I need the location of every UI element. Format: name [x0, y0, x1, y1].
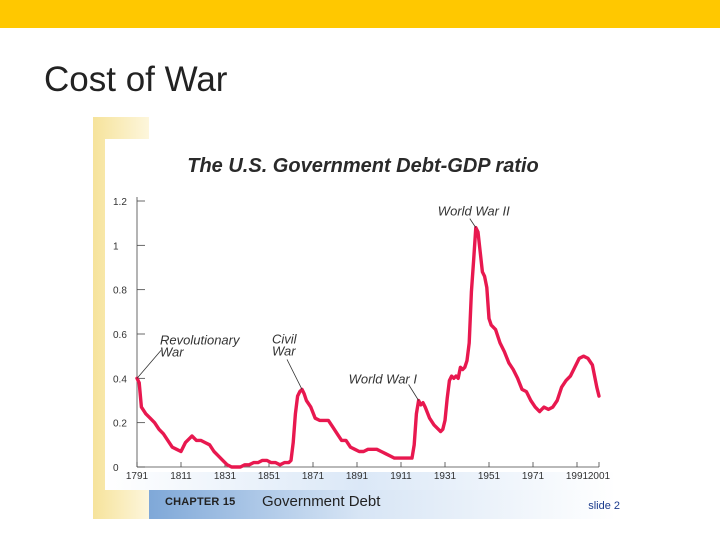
annotation-layer: World War IIRevolutionaryWarCivilWarWorl…: [136, 204, 510, 401]
annotation-label: World War II: [438, 204, 510, 219]
chart-svg: The U.S. Government Debt-GDP ratio 00.20…: [93, 117, 616, 519]
x-tick-label: 1971: [522, 471, 545, 482]
y-tick-label: 0.2: [113, 419, 127, 430]
x-tick-label: 1951: [478, 471, 501, 482]
plot-panel: [105, 139, 616, 489]
annotation-arrow: [286, 359, 303, 390]
footer-slide-number: slide 2: [588, 500, 620, 512]
footer-title: Government Debt: [262, 493, 381, 510]
axes-layer: 0 0.2 0.4 0.6 0.8 1 1.2 1791 1811 1831 1851 1871 189…: [113, 197, 611, 482]
debt-gdp-series-line: [135, 225, 601, 469]
x-tick-label: 1911: [390, 471, 412, 482]
x-tick-label: 1791: [126, 471, 149, 482]
top-accent-bar: [0, 0, 720, 28]
annotation-arrow: [136, 350, 162, 379]
x-tick-label: 2001: [588, 471, 611, 482]
annotation-arrow: [408, 384, 419, 401]
annotation-label: Revolutionary: [160, 332, 241, 347]
annotation-label: Civil: [272, 331, 298, 346]
x-tick-label: 1811: [170, 471, 192, 482]
y-tick-label: 1: [113, 241, 119, 252]
x-tick-label: 1991: [566, 471, 589, 482]
x-tick-label: 1871: [302, 471, 325, 482]
footer-bar: CHAPTER 15 Government Debt slide 2: [149, 490, 620, 519]
x-tick-label: 1831: [214, 471, 237, 482]
y-tick-label: 1.2: [113, 197, 127, 208]
bottom-strip: [105, 472, 616, 490]
x-tick-label: 1891: [346, 471, 369, 482]
x-tick-label: 1931: [434, 471, 457, 482]
y-tick-label: 0.8: [113, 286, 127, 297]
chart-title: The U.S. Government Debt-GDP ratio: [187, 155, 539, 177]
annotation-world-war-ii: World War II: [438, 204, 510, 228]
annotation-arrow: [469, 218, 477, 228]
y-tick-label: 0: [113, 463, 119, 474]
annotation-world-war-i: World War I: [349, 372, 419, 401]
footer-chapter-label: CHAPTER 15: [165, 496, 236, 508]
annotation-label: War: [272, 343, 296, 358]
y-tick-label: 0.4: [113, 374, 127, 385]
line-layer: [135, 225, 601, 469]
annotation-label: World War I: [349, 372, 418, 387]
x-tick-label: 1851: [258, 471, 281, 482]
annotation-label: War: [160, 344, 184, 359]
footer-band: [149, 490, 616, 519]
slide-title: Cost of War: [44, 60, 228, 99]
chart-figure: The U.S. Government Debt-GDP ratio 0 0.2 0…: [93, 117, 620, 519]
y-tick-label: 0.6: [113, 330, 127, 341]
